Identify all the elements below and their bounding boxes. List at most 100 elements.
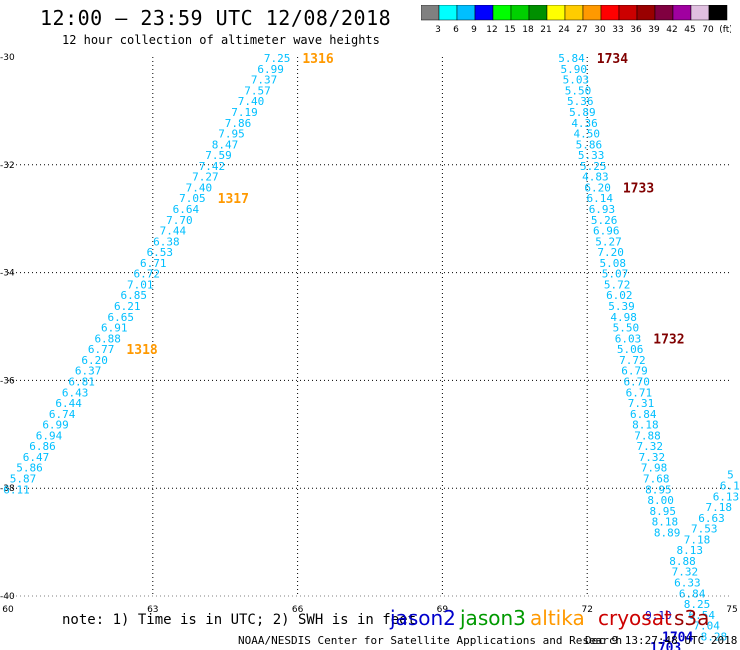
swh-value: 5 — [727, 469, 734, 482]
swh-value: 7.25 — [264, 52, 291, 65]
swh-value: 8.47 — [212, 138, 239, 151]
swh-value: 6.63 — [698, 512, 725, 525]
page-title: 12:00 – 23:59 UTC 12/08/2018 — [40, 6, 392, 30]
swh-value: 6.11 — [3, 483, 30, 496]
swh-value: 7.37 — [251, 74, 278, 87]
swh-value: 5.06 — [617, 343, 644, 356]
colorbar-tick-label: 30 — [594, 25, 606, 35]
swh-value: 6.81 — [68, 375, 95, 388]
swh-value: 7.72 — [619, 354, 646, 367]
swh-value: 7.19 — [231, 106, 258, 119]
colorbar-tick-label: 39 — [648, 25, 660, 35]
time-label: 1732 — [653, 332, 684, 347]
swh-value: 7.86 — [225, 117, 252, 130]
colorbar-tick-label: 15 — [504, 25, 515, 35]
swh-value: 5.33 — [578, 149, 605, 162]
swh-value: 6.86 — [29, 440, 56, 453]
swh-value: 5.84 — [558, 52, 585, 65]
swh-value: 5.86 — [576, 138, 603, 151]
swh-value: 4.98 — [610, 311, 637, 324]
swh-value: 8.13 — [676, 544, 703, 557]
swh-value: 8.25 — [684, 598, 711, 611]
swh-value: 6.74 — [49, 408, 76, 421]
colorbar-tick-label: 70 — [702, 25, 714, 35]
track-jason2: 56.16.137.186.637.537.188.138.887.326.33… — [645, 469, 740, 650]
lat-tick-label: -38 — [0, 484, 15, 494]
lon-tick-label: 66 — [292, 605, 304, 615]
swh-value: 7.32 — [639, 451, 666, 464]
swh-value: 6.13 — [713, 490, 740, 503]
swh-value: 7.20 — [597, 246, 624, 259]
swh-value: 7.42 — [199, 160, 226, 173]
time-label: 1318 — [126, 343, 157, 358]
swh-value: 7.70 — [166, 214, 193, 227]
colorbar-swatch — [708, 5, 728, 21]
swh-value: 7.05 — [179, 192, 206, 205]
swh-value: 7.98 — [641, 462, 668, 475]
swh-value: 6.64 — [173, 203, 200, 216]
swh-value: 8.89 — [654, 526, 681, 539]
swh-value: 6.71 — [140, 257, 167, 270]
swh-value: 6.43 — [62, 386, 89, 399]
swh-value: 7.57 — [244, 84, 271, 97]
track-cryosat: 5.845.905.035.505.365.894.364.505.865.33… — [558, 52, 684, 539]
swh-value: 6.99 — [257, 63, 284, 76]
time-label: 1316 — [302, 52, 333, 67]
time-label: 1317 — [218, 192, 249, 207]
swh-value: 5.90 — [560, 63, 587, 76]
swh-value: 7.01 — [127, 278, 154, 291]
swh-value: 6.85 — [121, 289, 148, 302]
colorbar-tick-label: 6 — [453, 25, 459, 35]
time-label: 1704 — [662, 630, 693, 645]
colorbar-tick-label: 9 — [471, 25, 477, 35]
swh-value: 8.95 — [645, 483, 672, 496]
swh-value: 6.77 — [88, 343, 115, 356]
colorbar-tick-label: 42 — [666, 25, 677, 35]
legend-cryosat: cryosat — [598, 606, 672, 630]
time-label: 1734 — [597, 52, 628, 67]
swh-value: 8.18 — [652, 516, 679, 529]
swh-value: 6.37 — [75, 365, 102, 378]
swh-value: 5.25 — [580, 160, 607, 173]
swh-value: 6.44 — [55, 397, 82, 410]
swh-value: 7.18 — [705, 501, 732, 514]
swh-value: 5.50 — [613, 322, 640, 335]
swh-value: 8.18 — [632, 419, 659, 432]
colorbar-tick-label: (ft) — [719, 25, 731, 35]
lat-tick-label: -40 — [0, 592, 15, 602]
colorbar-tick-label: 45 — [684, 25, 695, 35]
swh-value: 6.88 — [94, 332, 121, 345]
swh-value: 6.99 — [42, 419, 69, 432]
swh-value: 7.59 — [205, 149, 232, 162]
swh-value: 8.95 — [650, 505, 677, 518]
swh-value: 4.83 — [582, 171, 609, 184]
swh-value: 5.26 — [591, 214, 618, 227]
swh-value: 6.14 — [587, 192, 614, 205]
swh-value: 6.94 — [36, 429, 63, 442]
colorbar-tick-label: 21 — [540, 25, 551, 35]
swh-value: 7.88 — [634, 429, 661, 442]
swh-value: 6.21 — [114, 300, 141, 313]
swh-value: 5.03 — [563, 74, 590, 87]
swh-value: 5.39 — [608, 300, 635, 313]
swh-value: 6.84 — [679, 587, 706, 600]
time-label: 1733 — [623, 181, 654, 196]
lat-tick-label: -30 — [0, 53, 15, 63]
swh-value: 9.10 — [645, 609, 672, 622]
swh-value: 8.00 — [647, 494, 674, 507]
swh-value: 6.71 — [626, 386, 653, 399]
swh-value: 6.20 — [81, 354, 108, 367]
lon-tick-label: 63 — [147, 605, 158, 615]
swh-value: 6.65 — [107, 311, 134, 324]
legend-jason2: jason2 — [390, 606, 456, 630]
swh-value: 7.53 — [691, 523, 718, 536]
swh-value: 6.20 — [584, 181, 611, 194]
swh-value: 6.79 — [621, 365, 648, 378]
swh-value: 6.33 — [674, 577, 701, 590]
swh-value: 5.50 — [565, 84, 592, 97]
colorbar-tick-label: 3 — [435, 25, 441, 35]
swh-value: 7.18 — [684, 533, 711, 546]
legend-s3a: s3a — [674, 606, 710, 630]
swh-value: 7.32 — [636, 440, 663, 453]
